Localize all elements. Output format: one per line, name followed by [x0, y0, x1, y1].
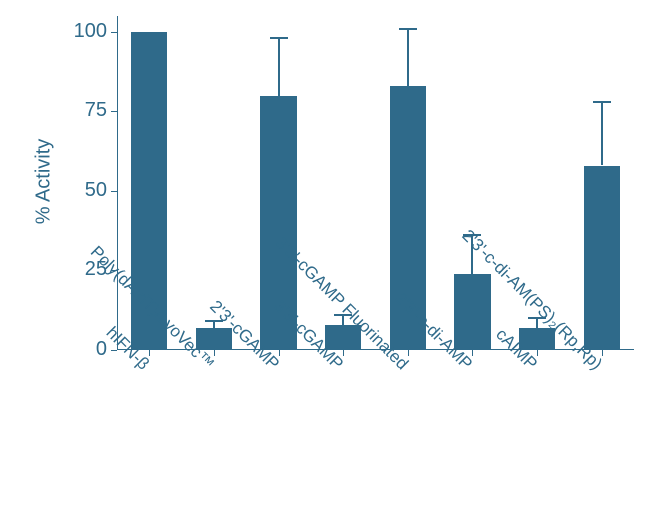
y-tick	[111, 32, 117, 33]
errorbar	[407, 29, 409, 86]
errorbar	[601, 102, 603, 166]
y-tick-label: 75	[67, 99, 107, 122]
y-tick	[111, 111, 117, 112]
bar	[584, 166, 620, 350]
errorbar-cap	[270, 37, 288, 39]
x-tick	[149, 350, 150, 356]
y-tick-label: 100	[67, 20, 107, 43]
y-axis-line	[117, 16, 118, 350]
y-tick-label: 0	[67, 338, 107, 361]
errorbar-cap	[399, 28, 417, 30]
x-tick	[537, 350, 538, 356]
errorbar-cap	[593, 101, 611, 103]
activity-bar-chart: % Activity 0255075100 hIFN-βPoly(dA:dT)/…	[0, 0, 666, 531]
x-tick	[343, 350, 344, 356]
errorbar	[278, 38, 280, 95]
x-tick	[472, 350, 473, 356]
